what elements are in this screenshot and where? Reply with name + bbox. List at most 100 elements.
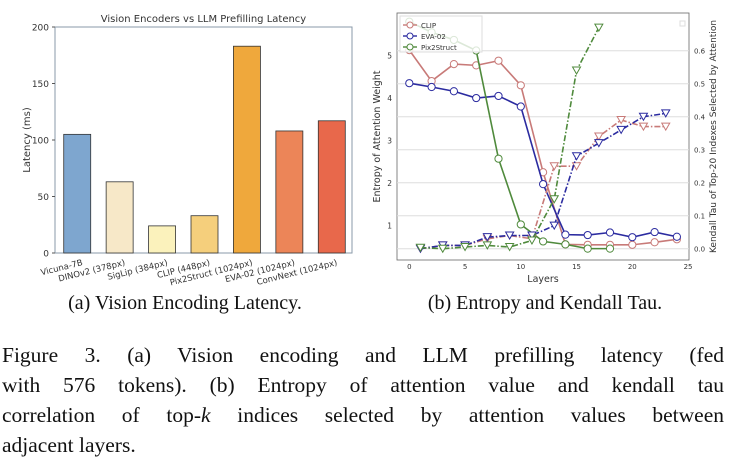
data-point (628, 233, 637, 242)
data-point (561, 240, 570, 249)
subcaption-b: (b) Entropy and Kendall Tau. (427, 292, 663, 314)
data-point (616, 116, 627, 125)
data-point (571, 162, 582, 171)
data-point (527, 236, 537, 245)
data-point (539, 237, 548, 246)
data-point (672, 232, 682, 241)
legend-marker (406, 43, 414, 51)
figure-charts: Vision Encoders vs LLM Prefilling Latenc… (22, 12, 719, 288)
data-point (494, 91, 503, 101)
caption-text: indices selected by attention values bet… (210, 403, 724, 427)
data-point (605, 228, 615, 237)
bar-pix2struct-1024px- (233, 45, 261, 254)
x-tick-label: 5 (463, 263, 467, 271)
data-point (593, 139, 604, 148)
data-point (583, 244, 592, 253)
left-tick-label: 4 (387, 94, 392, 103)
right-tick-label: 0.3 (694, 147, 705, 155)
left-tick-label: 5 (387, 52, 392, 61)
right-tick-label: 0.0 (694, 246, 705, 254)
data-point (583, 230, 592, 240)
right-axis-label: Kendall Tau of Top-20 Indexes Selected b… (709, 20, 719, 253)
data-point (660, 122, 671, 132)
left-axis-label: Entropy of Attention Weight (372, 70, 383, 202)
data-point (616, 125, 627, 135)
bar-eva-02-1024px- (275, 130, 304, 254)
caption-line-3: correlation of top-k indices selected by… (2, 400, 724, 430)
data-point (593, 132, 604, 142)
caption-text: correlation of top- (2, 403, 202, 427)
bar-dinov2-378px- (105, 181, 134, 254)
legend-label: EVA-02 (421, 33, 446, 41)
subcaption-a: (a) Vision Encoding Latency. (68, 292, 302, 314)
data-point (482, 233, 493, 242)
bar-siglip-384px- (148, 225, 176, 254)
legend-label: CLIP (421, 22, 436, 30)
data-point (504, 231, 515, 241)
data-point (494, 56, 503, 65)
data-point (437, 244, 448, 254)
data-point (494, 154, 503, 163)
caption-line-4: adjacent layers. (2, 433, 136, 457)
data-point (539, 180, 548, 189)
bar-vicuna-7b (63, 133, 92, 254)
y-tick-label: 200 (32, 24, 49, 34)
x-tick-label: 20 (628, 263, 637, 271)
left-tick-label: 2 (387, 179, 392, 188)
y-axis-label: Latency (ms) (22, 107, 33, 173)
right-tick-label: 0.5 (694, 81, 705, 89)
caption-line-2: with 576 tokens). (b) Entropy of attenti… (2, 373, 724, 397)
data-point (415, 243, 426, 253)
y-tick-label: 0 (43, 250, 49, 260)
line-plot-area (396, 12, 690, 261)
data-point (460, 243, 470, 252)
data-point (549, 221, 560, 231)
data-point (427, 82, 436, 92)
data-point (516, 220, 525, 229)
data-point (571, 66, 582, 76)
right-tick-label: 0.4 (694, 114, 706, 122)
data-point (549, 195, 560, 204)
right-tick-label: 0.1 (694, 213, 705, 221)
legend-marker (406, 21, 414, 29)
bar-clip-448px- (190, 215, 219, 254)
data-point (516, 102, 525, 111)
data-point (605, 244, 615, 253)
x-tick-label: 15 (572, 263, 581, 271)
data-point (504, 243, 515, 252)
right-tick-label: 0.2 (694, 180, 705, 188)
y-tick-label: 50 (38, 193, 50, 203)
caption-k: k (201, 403, 211, 427)
data-point (571, 152, 582, 161)
legend-box (399, 15, 483, 53)
x-axis-label: Layers (527, 274, 558, 285)
data-point (449, 87, 458, 96)
data-point (482, 241, 493, 250)
legend-marker (406, 32, 414, 40)
data-point (516, 81, 525, 90)
y-tick-label: 100 (32, 137, 49, 147)
left-tick-label: 1 (387, 221, 392, 230)
data-point (650, 238, 659, 247)
data-point (593, 23, 604, 33)
data-point (660, 109, 671, 118)
data-point (472, 93, 481, 103)
x-tick-label: 25 (684, 263, 693, 271)
data-point (638, 112, 649, 122)
x-tick-label: 0 (407, 263, 411, 271)
data-point (405, 79, 414, 88)
bar-chart-title: Vision Encoders vs LLM Prefilling Latenc… (101, 14, 307, 25)
y-tick-label: 150 (32, 80, 49, 90)
bar-convnext-1024px- (317, 120, 346, 254)
data-point (561, 230, 570, 239)
legend-box-empty (679, 20, 686, 27)
data-point (549, 162, 560, 171)
left-tick-label: 3 (387, 136, 392, 145)
x-tick-label: 10 (516, 263, 525, 271)
data-point (650, 227, 659, 237)
right-tick-label: 0.6 (694, 48, 706, 56)
caption-line-1: Figure 3. (a) Vision encoding and LLM pr… (2, 343, 724, 367)
data-point (638, 122, 649, 132)
legend-label: Pix2Struct (421, 44, 457, 52)
figure-caption: Figure 3. (a) Vision encoding and LLM pr… (2, 340, 724, 460)
